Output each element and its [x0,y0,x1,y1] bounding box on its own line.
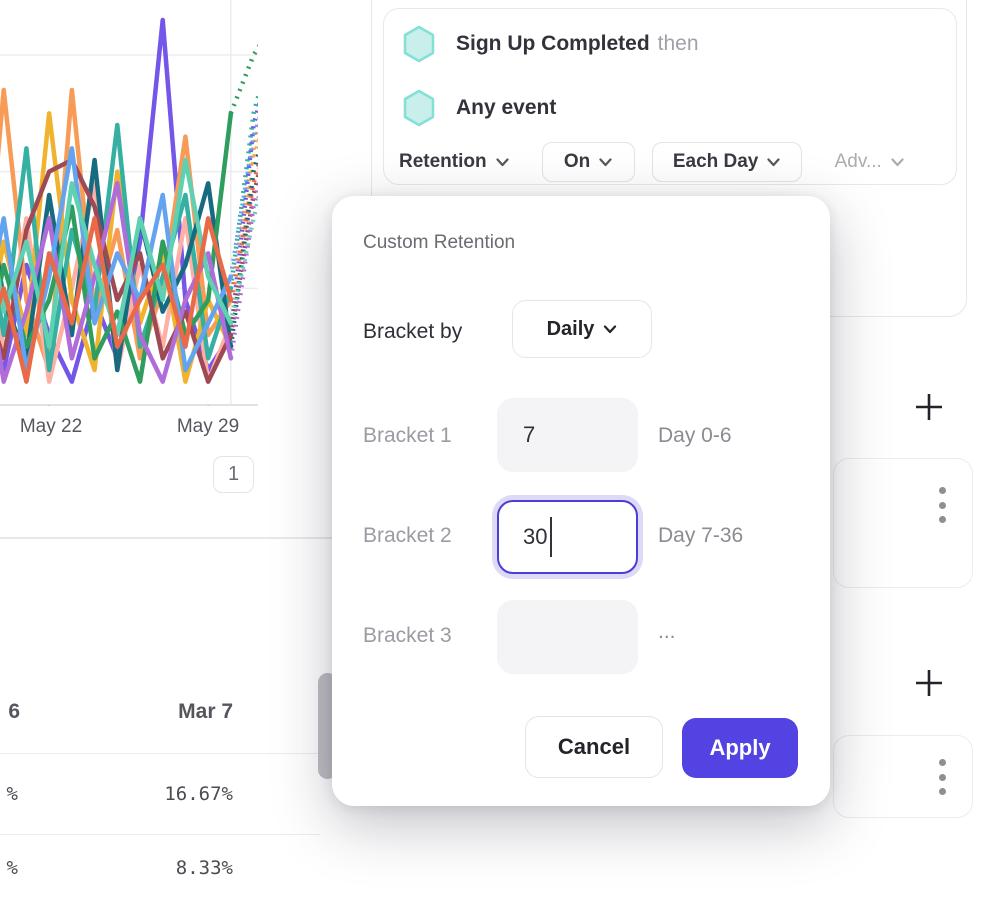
bracket-1-range: Day 0-6 [658,424,732,447]
bracket-by-label: Bracket by [363,320,463,343]
chevron-down-icon [496,157,509,167]
chevron-down-icon [603,324,617,334]
apply-button[interactable]: Apply [682,718,798,778]
add-section-button[interactable] [914,392,944,422]
x-axis-tick-label: May 29 [176,416,240,437]
more-options-button[interactable] [931,485,953,525]
bracket-by-dropdown-label: Daily [546,317,595,340]
more-options-button[interactable] [931,757,953,797]
kebab-dot [938,773,946,781]
filter-card [833,735,973,818]
granularity-dropdown[interactable]: Each Day [651,142,802,182]
event-hexagon-icon [403,89,435,127]
add-section-button[interactable] [914,668,944,698]
cancel-button[interactable]: Cancel [525,716,663,778]
on-dropdown[interactable]: On [541,142,635,182]
retention-controls-row: Retention On Each Day Adv... [399,142,904,182]
advanced-dropdown-label: Adv... [834,151,882,172]
bracket-1-input[interactable] [497,398,638,472]
step-suffix-then: then [657,32,699,55]
section-divider [0,537,336,539]
table-cell-clipped: % [6,783,18,805]
bracket-by-dropdown[interactable]: Daily [512,300,652,358]
chevron-down-icon [767,157,780,167]
advanced-dropdown[interactable]: Adv... [835,151,904,173]
plus-icon [916,394,942,420]
event-name: Any event [456,96,557,119]
measure-dropdown-label: Retention [399,151,487,172]
table-col-header: Mar 7 [178,700,233,723]
chevron-down-icon [599,157,612,167]
custom-retention-modal: Custom Retention Bracket by Daily Bracke… [332,196,830,806]
retention-line-chart: May 22 May 29 [0,0,260,450]
bracket-2-input[interactable] [497,500,638,574]
plus-icon [916,670,942,696]
kebab-dot [938,759,946,766]
pagination-page-button[interactable]: 1 [213,456,254,493]
table-cell: 16.67% [164,783,233,805]
table-cell: 8.33% [175,857,233,879]
event-name: Sign Up Completed [456,32,650,55]
kebab-dot [938,788,946,795]
table-row-divider [0,834,320,835]
event-hexagon-icon [403,25,435,63]
granularity-dropdown-label: Each Day [672,151,759,172]
bracket-2-label: Bracket 2 [363,524,452,547]
bracket-2-range: Day 7-36 [658,524,744,547]
modal-title: Custom Retention [363,232,516,253]
bracket-3-range: ... [658,620,676,643]
on-dropdown-label: On [563,151,591,172]
bracket-3-input[interactable] [497,600,638,674]
retention-step-first-event[interactable]: Sign Up Completed then [403,25,699,63]
kebab-dot [938,516,946,523]
measure-dropdown[interactable]: Retention [399,151,509,173]
kebab-dot [938,487,946,494]
text-caret [550,517,552,557]
retention-step-return-event[interactable]: Any event [403,89,556,127]
table-cell-clipped: % [6,857,18,879]
kebab-dot [938,501,946,509]
bracket-3-label: Bracket 3 [363,624,452,647]
bracket-2-focus-ring [492,495,643,579]
bracket-1-label: Bracket 1 [363,424,452,447]
table-col-header-clipped: 6 [8,700,20,723]
breakdown-card [833,458,973,588]
table-row-divider [0,753,320,754]
x-axis-tick-label: May 22 [19,416,83,437]
chevron-down-icon [891,157,904,167]
chart-canvas [0,0,258,406]
retention-steps-card: Sign Up Completed then Any event Retenti… [383,8,957,185]
